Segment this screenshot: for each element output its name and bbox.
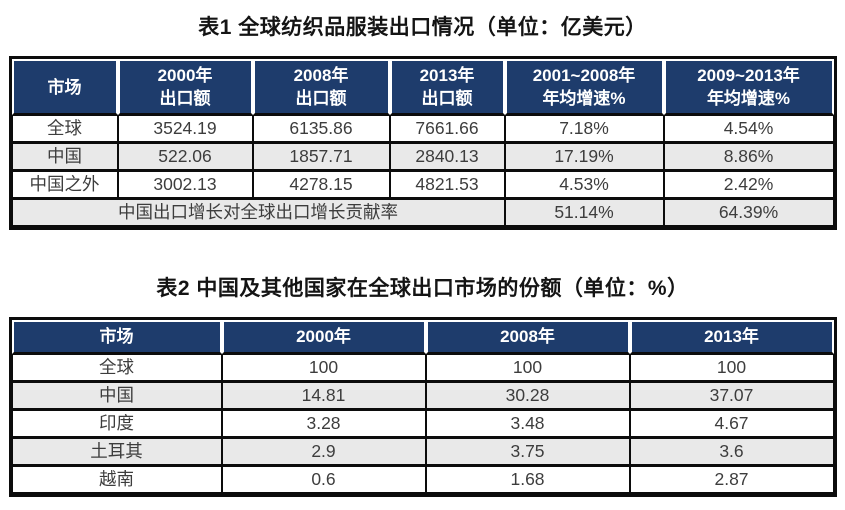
value-cell: 6135.86 bbox=[252, 115, 390, 143]
table2-header-market: 市场 bbox=[11, 320, 222, 354]
table2-row-vietnam: 越南 0.6 1.68 2.87 bbox=[11, 466, 834, 494]
table2-row-global: 全球 100 100 100 bbox=[11, 354, 834, 382]
value-cell: 4.67 bbox=[629, 410, 834, 438]
table2-row-turkey: 土耳其 2.9 3.75 3.6 bbox=[11, 438, 834, 466]
table1-footer-row: 中国出口增长对全球出口增长贡献率 51.14% 64.39% bbox=[11, 199, 834, 227]
row-label: 越南 bbox=[11, 466, 222, 494]
row-label: 全球 bbox=[11, 115, 118, 143]
table2-header-2008: 2008年 bbox=[425, 320, 630, 354]
value-cell: 17.19% bbox=[504, 143, 664, 171]
table1-row-china: 中国 522.06 1857.71 2840.13 17.19% 8.86% bbox=[11, 143, 834, 171]
value-cell: 14.81 bbox=[221, 382, 426, 410]
footer-label: 中国出口增长对全球出口增长贡献率 bbox=[11, 199, 505, 227]
table1-header-market: 市场 bbox=[11, 59, 118, 115]
value-cell: 2840.13 bbox=[389, 143, 505, 171]
value-cell: 2.42% bbox=[663, 171, 834, 199]
value-cell: 4.53% bbox=[504, 171, 664, 199]
value-cell: 3524.19 bbox=[117, 115, 253, 143]
value-cell: 4278.15 bbox=[252, 171, 390, 199]
table1-header-2013: 2013年 出口额 bbox=[389, 59, 505, 115]
value-cell: 2.87 bbox=[629, 466, 834, 494]
table2-row-china: 中国 14.81 30.28 37.07 bbox=[11, 382, 834, 410]
footer-value: 51.14% bbox=[504, 199, 664, 227]
row-label: 中国之外 bbox=[11, 171, 118, 199]
value-cell: 30.28 bbox=[425, 382, 630, 410]
value-cell: 7661.66 bbox=[389, 115, 505, 143]
table1-row-excl-china: 中国之外 3002.13 4278.15 4821.53 4.53% 2.42% bbox=[11, 171, 834, 199]
value-cell: 522.06 bbox=[117, 143, 253, 171]
table1-row-global: 全球 3524.19 6135.86 7661.66 7.18% 4.54% bbox=[11, 115, 834, 143]
row-label: 全球 bbox=[11, 354, 222, 382]
value-cell: 37.07 bbox=[629, 382, 834, 410]
value-cell: 3002.13 bbox=[117, 171, 253, 199]
value-cell: 4.54% bbox=[663, 115, 834, 143]
row-label: 印度 bbox=[11, 410, 222, 438]
row-label: 中国 bbox=[11, 382, 222, 410]
value-cell: 1.68 bbox=[425, 466, 630, 494]
value-cell: 7.18% bbox=[504, 115, 664, 143]
value-cell: 3.75 bbox=[425, 438, 630, 466]
value-cell: 3.48 bbox=[425, 410, 630, 438]
value-cell: 8.86% bbox=[663, 143, 834, 171]
table2-header-2000: 2000年 bbox=[221, 320, 426, 354]
row-label: 中国 bbox=[11, 143, 118, 171]
row-label: 土耳其 bbox=[11, 438, 222, 466]
table2-row-india: 印度 3.28 3.48 4.67 bbox=[11, 410, 834, 438]
table1-header-growth-2001-2008: 2001~2008年 年均增速% bbox=[504, 59, 664, 115]
value-cell: 100 bbox=[221, 354, 426, 382]
table2-title: 表2 中国及其他国家在全球出口市场的份额（单位：%） bbox=[156, 277, 689, 300]
table2-header-2013: 2013年 bbox=[629, 320, 834, 354]
value-cell: 3.6 bbox=[629, 438, 834, 466]
table1-header-row: 市场 2000年 出口额 2008年 出口额 2013年 出口额 2001~20… bbox=[11, 59, 834, 115]
footer-value: 64.39% bbox=[663, 199, 834, 227]
table1-header-2000: 2000年 出口额 bbox=[117, 59, 253, 115]
table2: 市场 2000年 2008年 2013年 全球 100 100 100 中国 1… bbox=[8, 317, 837, 497]
value-cell: 4821.53 bbox=[389, 171, 505, 199]
value-cell: 0.6 bbox=[221, 466, 426, 494]
table1-header-growth-2009-2013: 2009~2013年 年均增速% bbox=[663, 59, 834, 115]
value-cell: 100 bbox=[629, 354, 834, 382]
value-cell: 100 bbox=[425, 354, 630, 382]
table1-header-2008: 2008年 出口额 bbox=[252, 59, 390, 115]
table2-header-row: 市场 2000年 2008年 2013年 bbox=[11, 320, 834, 354]
value-cell: 2.9 bbox=[221, 438, 426, 466]
table1-title: 表1 全球纺织品服装出口情况（单位：亿美元） bbox=[198, 16, 647, 39]
table1: 市场 2000年 出口额 2008年 出口额 2013年 出口额 2001~20… bbox=[8, 56, 837, 230]
value-cell: 1857.71 bbox=[252, 143, 390, 171]
value-cell: 3.28 bbox=[221, 410, 426, 438]
